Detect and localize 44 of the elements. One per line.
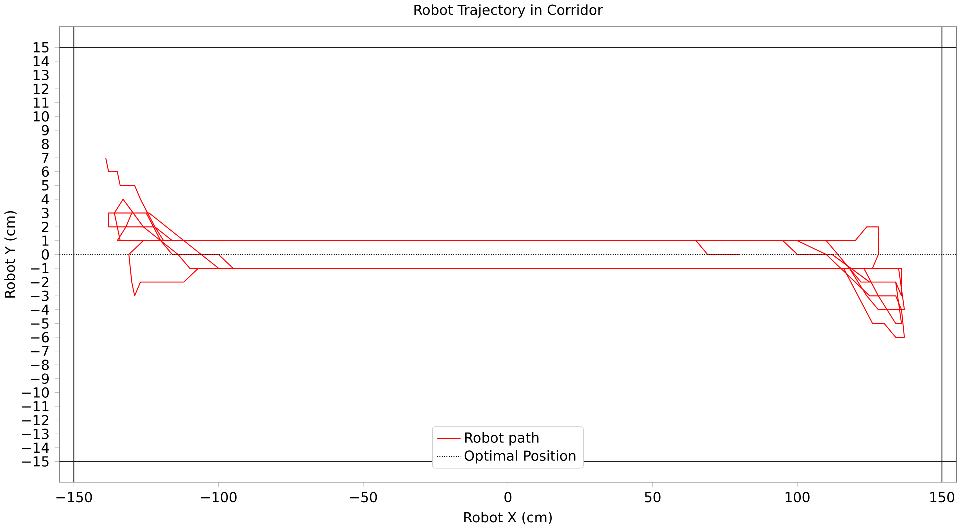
- legend-label: Robot path: [465, 432, 539, 446]
- y-tick-label: −5: [31, 318, 49, 329]
- x-tick-label: 50: [645, 492, 661, 503]
- x-axis-title: Robot X (cm): [464, 512, 552, 524]
- y-tick-label: 1: [42, 236, 49, 246]
- y-tick-label: 8: [42, 139, 50, 150]
- y-tick-label: 5: [42, 180, 49, 191]
- y-tick-label: 3: [42, 208, 49, 219]
- y-tick-label: −2: [31, 277, 49, 288]
- line-series: [105, 158, 906, 338]
- y-tick-label: −12: [22, 415, 49, 426]
- x-tick-label: −100: [201, 492, 237, 503]
- y-tick-label: 11: [34, 98, 49, 108]
- y-tick-label: −13: [22, 428, 49, 440]
- y-tick-label: 14: [34, 56, 50, 67]
- y-tick-label: −10: [22, 388, 50, 398]
- y-tick-label: 4: [42, 194, 50, 205]
- y-tick-label: −6: [31, 332, 50, 343]
- x-tick-label: −50: [350, 492, 378, 503]
- y-tick-label: 2: [42, 222, 49, 232]
- y-tick-label: 6: [42, 166, 50, 178]
- x-tick-label: −150: [56, 492, 92, 503]
- y-tick-label: 7: [42, 153, 49, 164]
- y-tick-label: 13: [34, 70, 49, 80]
- y-tick-label: −14: [22, 442, 50, 453]
- x-tick-label: 100: [786, 492, 810, 503]
- y-tick-label: −9: [31, 374, 49, 384]
- y-tick-label: 0: [42, 249, 50, 260]
- y-tick-label: −8: [31, 360, 50, 370]
- y-tick-label: −3: [31, 290, 49, 302]
- x-tick-label: 150: [930, 492, 954, 503]
- y-tick-label: 15: [34, 42, 49, 53]
- y-axis-title: Robot Y (cm): [4, 211, 17, 298]
- y-tick-label: −4: [31, 304, 50, 315]
- y-tick-label: −1: [31, 263, 49, 274]
- chart-title: Robot Trajectory in Corridor: [414, 4, 604, 18]
- y-tick-label: 9: [42, 125, 49, 136]
- y-tick-label: −15: [22, 456, 49, 467]
- y-tick-label: −11: [22, 402, 49, 412]
- y-tick-label: −7: [31, 346, 49, 356]
- legend-label: Optimal Position: [464, 450, 576, 464]
- x-tick-label: 0: [504, 492, 512, 503]
- y-tick-label: 12: [34, 84, 49, 94]
- y-tick-label: 10: [34, 111, 50, 122]
